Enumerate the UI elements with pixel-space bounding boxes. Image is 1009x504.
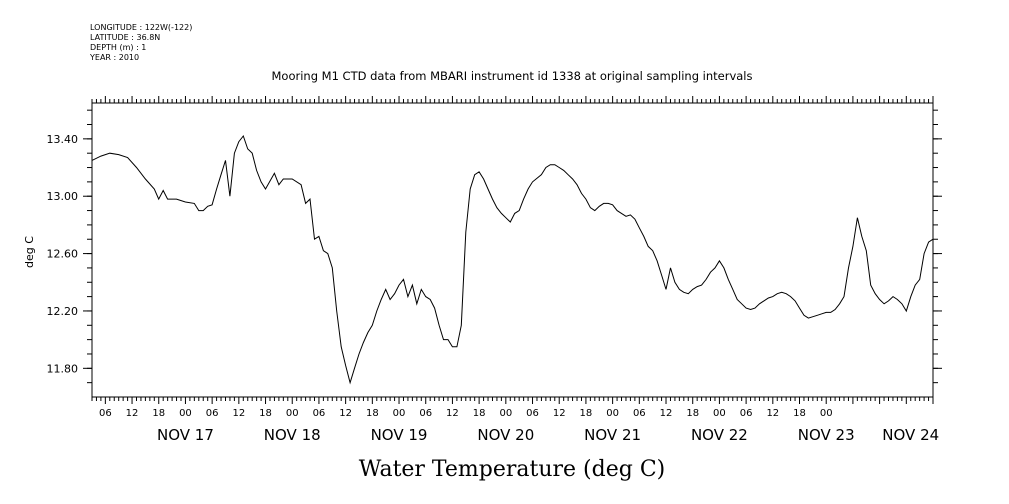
x-day-label: NOV 19: [371, 426, 428, 444]
x-tick-label: 00: [393, 408, 406, 419]
x-axis-label: Water Temperature (deg C): [359, 457, 666, 482]
x-day-label: NOV 20: [477, 426, 534, 444]
x-tick-label: 06: [526, 408, 539, 419]
x-tick-label: 18: [152, 408, 165, 419]
x-tick-label: 18: [580, 408, 593, 419]
x-tick-label: 00: [286, 408, 299, 419]
tick-labels: 06 12 18 00 06 12 18 00 06 12 18 00 06 12 18 00 06 12 18 00…: [47, 133, 940, 444]
x-tick-label: 06: [206, 408, 219, 419]
x-day-label: NOV 23: [798, 426, 855, 444]
x-tick-label: 12: [339, 408, 352, 419]
x-tick-label: 12: [660, 408, 673, 419]
x-tick-label: 12: [553, 408, 566, 419]
y-tick-label: 12.20: [47, 305, 79, 318]
x-tick-label: 00: [820, 408, 833, 419]
x-day-label: NOV 22: [691, 426, 748, 444]
x-tick-label: 00: [179, 408, 192, 419]
x-day-label: NOV 17: [157, 426, 214, 444]
x-tick-label: 06: [99, 408, 112, 419]
x-tick-label: 00: [499, 408, 512, 419]
x-tick-label: 18: [473, 408, 486, 419]
x-tick-label: 06: [740, 408, 753, 419]
x-tick-label: 00: [606, 408, 619, 419]
tick-marks: [83, 96, 942, 404]
x-tick-label: 18: [686, 408, 699, 419]
plot-frame: [91, 102, 934, 398]
x-tick-label: 12: [766, 408, 779, 419]
x-tick-label: 12: [232, 408, 245, 419]
x-tick-label: 06: [419, 408, 432, 419]
temperature-line: [91, 134, 934, 385]
x-day-label: NOV 24: [882, 426, 939, 444]
x-tick-label: 06: [633, 408, 646, 419]
longitude-label: LONGITUDE : 122W(-122): [90, 23, 192, 32]
latitude-label: LATITUDE : 36.8N: [90, 33, 160, 42]
x-tick-label: 06: [313, 408, 326, 419]
x-tick-label: 12: [446, 408, 459, 419]
y-tick-label: 11.80: [47, 362, 79, 375]
depth-label: DEPTH (m) : 1: [90, 43, 146, 52]
x-tick-label: 18: [793, 408, 806, 419]
y-tick-label: 12.60: [47, 248, 79, 261]
x-day-label: NOV 21: [584, 426, 641, 444]
y-tick-label: 13.40: [47, 133, 79, 146]
y-tick-label: 13.00: [47, 190, 79, 203]
x-tick-label: 18: [366, 408, 379, 419]
x-tick-label: 12: [126, 408, 139, 419]
x-day-label: NOV 18: [264, 426, 321, 444]
x-tick-label: 18: [259, 408, 272, 419]
x-tick-label: 00: [713, 408, 726, 419]
year-label: YEAR : 2010: [89, 53, 139, 62]
chart-title: Mooring M1 CTD data from MBARI instrumen…: [272, 69, 753, 83]
y-axis-label: deg C: [23, 236, 36, 268]
